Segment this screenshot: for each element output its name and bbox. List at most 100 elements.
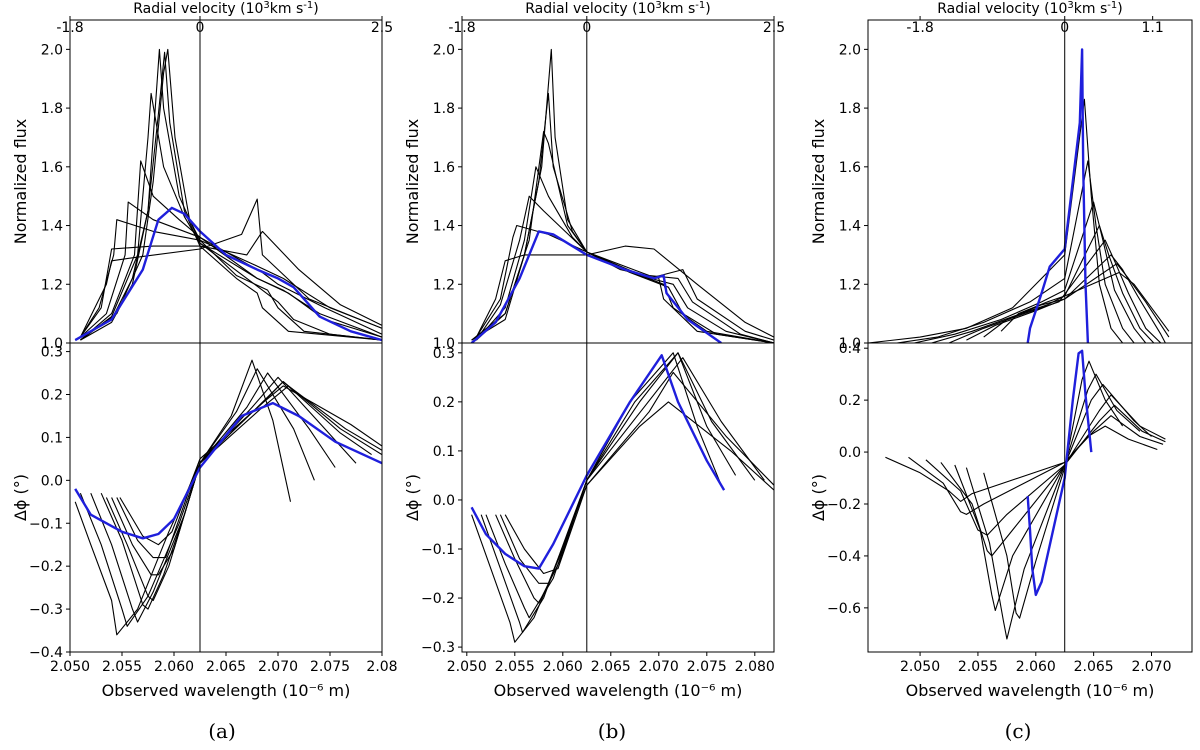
x-tick-label: 2.075 xyxy=(310,659,350,675)
flux-series-group xyxy=(868,48,1170,343)
flux-series-line xyxy=(475,166,774,343)
x-tick-label: 2.055 xyxy=(495,659,535,675)
phase-y-tick-label: −0.6 xyxy=(827,601,861,617)
phase-y-tick-label: −0.1 xyxy=(421,542,455,558)
top-axis-title-sup: -1 xyxy=(695,0,705,11)
phase-series-line xyxy=(499,371,774,584)
flux-y-tick-label: 1.8 xyxy=(41,101,63,117)
x-tick-label: 2.050 xyxy=(900,659,940,675)
flux-series-group xyxy=(74,48,382,342)
phase-series-line xyxy=(480,352,737,633)
top-axis-title-part: ) xyxy=(1117,1,1122,17)
flux-y-tick-label: 2.0 xyxy=(433,42,455,58)
phase-y-tick-label: −0.1 xyxy=(29,516,63,532)
flux-y-tick-label: 1.2 xyxy=(839,277,861,293)
phase-y-tick-label: −0.3 xyxy=(421,640,455,656)
flux-y-tick-label: 1.0 xyxy=(41,336,63,352)
phase-subplot: −0.4 −0.3 −0.2 −0.1 0.0 0.1 0.2 0.3 Δϕ (°) xyxy=(11,342,383,661)
x-tick-label: 2.055 xyxy=(102,659,142,675)
flux-y-axis-label: Normalized flux xyxy=(809,119,828,245)
x-tick-label: 2.070 xyxy=(1131,659,1171,675)
phase-y-tick-label: −0.2 xyxy=(827,497,861,513)
flux-y-axis-label: Normalized flux xyxy=(11,119,30,245)
x-tick-label: 2.060 xyxy=(543,659,583,675)
top-axis-title-sup: 3 xyxy=(263,0,269,11)
phase-series-group xyxy=(885,349,1166,640)
phase-series-line xyxy=(90,372,336,623)
phase-series-line xyxy=(485,352,756,619)
x-axis-label: Observed wavelength (10⁻⁶ m) xyxy=(102,681,351,700)
top-axis-title-part: Radial velocity (10 xyxy=(525,1,655,17)
phase-series-line xyxy=(925,404,1166,536)
flux-y-tick-label: 1.2 xyxy=(41,277,63,293)
x-tick-label: 2.075 xyxy=(687,659,727,675)
flux-y-tick-label: 1.0 xyxy=(433,336,455,352)
top-axis-title: Radial velocity (103km s-1) xyxy=(133,0,318,17)
x-tick-label: 2.080 xyxy=(735,659,775,675)
top-axis-title-part: km s xyxy=(270,1,304,17)
phase-series-line-highlight xyxy=(470,354,726,570)
phase-series-line xyxy=(74,359,292,636)
top-axis-tick-label: 1.1 xyxy=(1142,20,1164,36)
panel-caption-a: (a) xyxy=(208,719,236,743)
top-axis-title-part: km s xyxy=(662,1,696,17)
flux-series-line xyxy=(475,245,774,338)
phase-y-tick-label: 0.3 xyxy=(41,345,63,361)
flux-series-line xyxy=(476,131,774,343)
flux-series-line xyxy=(983,263,1170,338)
x-tick-label: 2.065 xyxy=(1074,659,1114,675)
flux-subplot: 1.0 1.2 1.4 1.6 1.8 2.0 Normalized flux xyxy=(11,19,383,352)
x-tick-label: 2.050 xyxy=(50,659,90,675)
phase-y-tick-label: 0.0 xyxy=(433,493,455,509)
phase-series-line-highlight xyxy=(74,401,382,540)
phase-series-line xyxy=(983,360,1124,619)
x-axis-label: Observed wavelength (10⁻⁶ m) xyxy=(494,681,743,700)
flux-series-line xyxy=(471,48,774,343)
flux-series-line-highlight xyxy=(1026,48,1090,343)
phase-series-line xyxy=(495,357,765,604)
flux-series-line xyxy=(966,254,1166,343)
flux-series-line xyxy=(74,51,382,341)
flux-series-line xyxy=(896,160,1135,343)
phase-y-tick-label: −0.3 xyxy=(29,602,63,618)
phase-series-line xyxy=(954,383,1152,612)
phase-y-tick-label: 0.2 xyxy=(433,395,455,411)
flux-subplot: 1.0 1.2 1.4 1.6 1.8 2.0 Normalized flux xyxy=(809,19,1193,352)
phase-y-tick-label: 0.0 xyxy=(839,445,861,461)
phase-y-tick-label: 0.1 xyxy=(41,430,63,446)
phase-y-tick-label: 0.2 xyxy=(839,393,861,409)
phase-series-line xyxy=(504,401,774,575)
phase-series-line xyxy=(965,373,1141,640)
x-tick-label: 2.050 xyxy=(447,659,487,675)
flux-series-line xyxy=(1000,271,1170,332)
flux-y-tick-label: 1.4 xyxy=(839,219,861,235)
phase-frame xyxy=(867,342,1193,653)
flux-y-tick-label: 1.4 xyxy=(433,219,455,235)
phase-series-line xyxy=(471,352,722,643)
flux-y-tick-label: 1.6 xyxy=(433,160,455,176)
flux-subplot: 1.0 1.2 1.4 1.6 1.8 2.0 Normalized flux xyxy=(403,19,775,352)
top-axis-title-part: ) xyxy=(313,1,318,17)
panel-a: Radial velocity (103km s-1)-1.8 0 2.51.01.… xyxy=(11,0,398,700)
flux-y-tick-label: 2.0 xyxy=(839,42,861,58)
phase-y-tick-label: 0.0 xyxy=(41,473,63,489)
top-axis-title-part: km s xyxy=(1074,1,1108,17)
flux-frame xyxy=(867,19,1193,344)
top-axis-title: Radial velocity (103km s-1) xyxy=(937,0,1122,17)
phase-y-tick-label: −0.4 xyxy=(29,645,63,661)
flux-series-line xyxy=(868,98,1124,343)
phase-y-tick-label: 0.4 xyxy=(839,341,861,357)
x-tick-label: 2.065 xyxy=(591,659,631,675)
phase-series-line xyxy=(908,415,1164,515)
flux-series-line-highlight xyxy=(74,206,382,342)
flux-frame xyxy=(69,19,383,344)
x-tick-label: 2.060 xyxy=(1016,659,1056,675)
phase-y-axis-label: Δϕ (°) xyxy=(403,474,422,521)
x-tick-label: 2.070 xyxy=(639,659,679,675)
top-axis-title-sup: 3 xyxy=(1067,0,1073,11)
phase-subplot: −0.6 −0.4 −0.2 0.0 0.2 0.4 Δϕ (°) xyxy=(809,341,1193,653)
x-tick-label: 2.060 xyxy=(154,659,194,675)
flux-y-tick-label: 1.2 xyxy=(433,277,455,293)
flux-y-tick-label: 1.6 xyxy=(41,160,63,176)
